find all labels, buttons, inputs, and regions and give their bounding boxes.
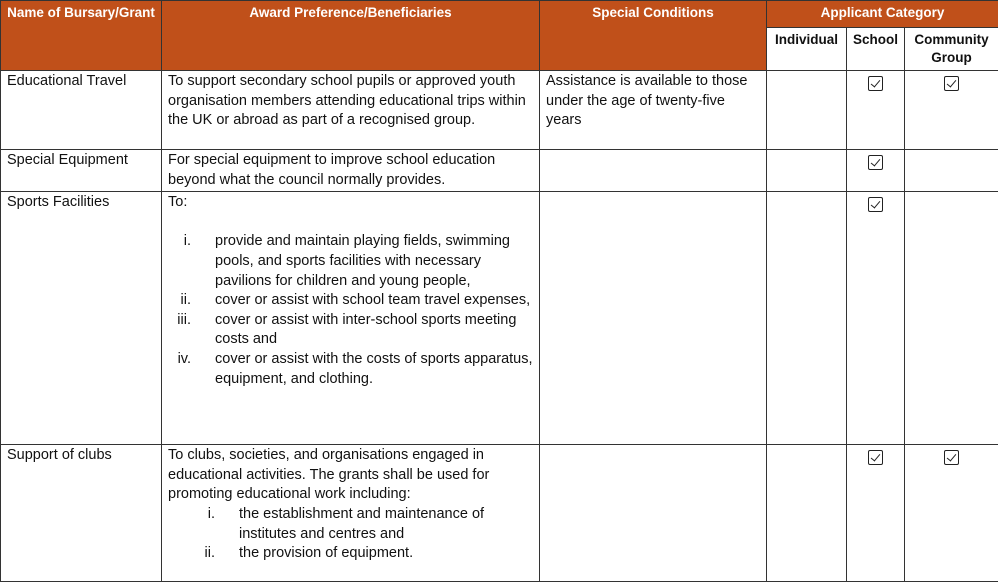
school-cell <box>847 192 905 445</box>
list-item: iv. cover or assist with the costs of spo… <box>168 350 533 389</box>
checkbox-checked-icon <box>944 450 959 465</box>
community-cell <box>905 445 998 582</box>
award-text: For special equipment to improve school … <box>168 152 495 188</box>
list-text: provide and maintain playing fields, swi… <box>215 232 533 291</box>
community-cell <box>905 150 998 192</box>
grant-name: Support of clubs <box>1 445 162 582</box>
award-cell: For special equipment to improve school … <box>162 150 540 192</box>
award-list: i. provide and maintain playing fields, s… <box>168 232 533 389</box>
list-item: i. provide and maintain playing fields, s… <box>168 232 533 291</box>
award-intro: To clubs, societies, and organisations e… <box>168 446 533 505</box>
list-text: cover or assist with school team travel … <box>215 291 530 311</box>
list-item: ii. cover or assist with school team trav… <box>168 291 533 311</box>
list-text: the establishment and maintenance of ins… <box>239 505 533 544</box>
list-number: i. <box>168 505 215 544</box>
list-text: cover or assist with inter-school sports… <box>215 311 533 350</box>
individual-cell <box>767 192 847 445</box>
community-cell <box>905 192 998 445</box>
list-text: cover or assist with the costs of sports… <box>215 350 533 389</box>
header-applicant-category: Applicant Category <box>767 1 998 28</box>
award-cell: To: i. provide and maintain playing fields… <box>162 192 540 445</box>
individual-cell <box>767 150 847 192</box>
individual-cell <box>767 445 847 582</box>
grant-name: Educational Travel <box>1 71 162 150</box>
header-conditions: Special Conditions <box>540 1 767 71</box>
award-cell: To support secondary school pupils or ap… <box>162 71 540 150</box>
award-list: i. the establishment and maintenance of i… <box>168 505 533 564</box>
header-school: School <box>847 28 905 71</box>
list-item: ii. the provision of equipment. <box>168 544 533 564</box>
header-award: Award Preference/Beneficiaries <box>162 1 540 71</box>
list-item: iii. cover or assist with inter-school sp… <box>168 311 533 350</box>
checkbox-checked-icon <box>868 76 883 91</box>
conditions-cell <box>540 192 767 445</box>
list-number: iii. <box>168 311 191 350</box>
school-cell <box>847 150 905 192</box>
list-number: iv. <box>168 350 191 389</box>
header-individual: Individual <box>767 28 847 71</box>
award-intro: To: <box>168 193 533 213</box>
school-cell <box>847 445 905 582</box>
list-number: i. <box>168 232 191 291</box>
award-cell: To clubs, societies, and organisations e… <box>162 445 540 582</box>
conditions-cell <box>540 150 767 192</box>
grant-name: Sports Facilities <box>1 192 162 445</box>
community-cell <box>905 71 998 150</box>
school-cell <box>847 71 905 150</box>
checkbox-checked-icon <box>868 155 883 170</box>
checkbox-checked-icon <box>868 450 883 465</box>
checkbox-checked-icon <box>868 197 883 212</box>
conditions-cell: Assistance is available to those under t… <box>540 71 767 150</box>
header-name: Name of Bursary/Grant <box>1 1 162 71</box>
table-row: Sports Facilities To: i. provide and mainta… <box>1 192 998 445</box>
list-number: ii. <box>168 291 191 311</box>
grant-name: Special Equipment <box>1 150 162 192</box>
header-community: Community Group <box>905 28 998 71</box>
list-number: ii. <box>168 544 215 564</box>
award-text: To support secondary school pupils or ap… <box>168 73 526 128</box>
individual-cell <box>767 71 847 150</box>
list-text: the provision of equipment. <box>239 544 413 564</box>
conditions-cell <box>540 445 767 582</box>
checkbox-checked-icon <box>944 76 959 91</box>
list-item: i. the establishment and maintenance of i… <box>168 505 533 544</box>
